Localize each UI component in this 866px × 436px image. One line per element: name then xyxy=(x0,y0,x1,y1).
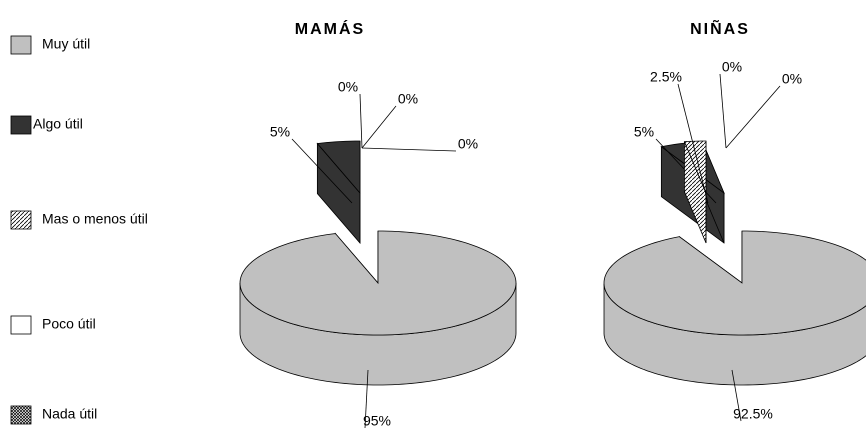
leader-line xyxy=(731,369,742,422)
legend-swatch xyxy=(10,315,32,335)
data-label: 2.5% xyxy=(650,69,682,85)
legend-label: Nada útil xyxy=(42,406,97,422)
legend-label: Muy útil xyxy=(42,36,90,52)
data-label: 5% xyxy=(634,124,654,140)
data-label: 0% xyxy=(782,71,802,87)
leader-line xyxy=(677,83,709,204)
leader-line xyxy=(359,93,363,149)
pie-slice xyxy=(683,140,707,194)
leader-line xyxy=(361,147,457,152)
legend-label: Mas o menos útil xyxy=(42,211,148,227)
leader-line xyxy=(291,138,353,204)
data-label: 0% xyxy=(398,91,418,107)
data-label: 0% xyxy=(458,136,478,152)
legend-label: Poco útil xyxy=(42,316,96,332)
pie-slice xyxy=(316,140,361,195)
chart-title: MAMÁS xyxy=(295,19,365,38)
leader-line xyxy=(725,85,781,149)
legend-swatch xyxy=(10,210,32,230)
legend-label: Algo útil xyxy=(33,116,83,132)
chart-title: NIÑAS xyxy=(690,18,750,38)
legend-swatch xyxy=(10,35,32,55)
data-label: 0% xyxy=(722,59,742,75)
data-label: 92.5% xyxy=(733,406,773,422)
data-label: 5% xyxy=(270,124,290,140)
legend-swatch xyxy=(10,405,32,425)
pie-slice xyxy=(239,230,517,336)
data-label: 95% xyxy=(363,413,391,429)
data-label: 0% xyxy=(338,79,358,95)
leader-line xyxy=(719,73,727,149)
pie-slice xyxy=(603,230,866,336)
leader-line xyxy=(364,369,369,429)
legend-swatch xyxy=(10,115,32,135)
leader-line xyxy=(361,105,397,149)
